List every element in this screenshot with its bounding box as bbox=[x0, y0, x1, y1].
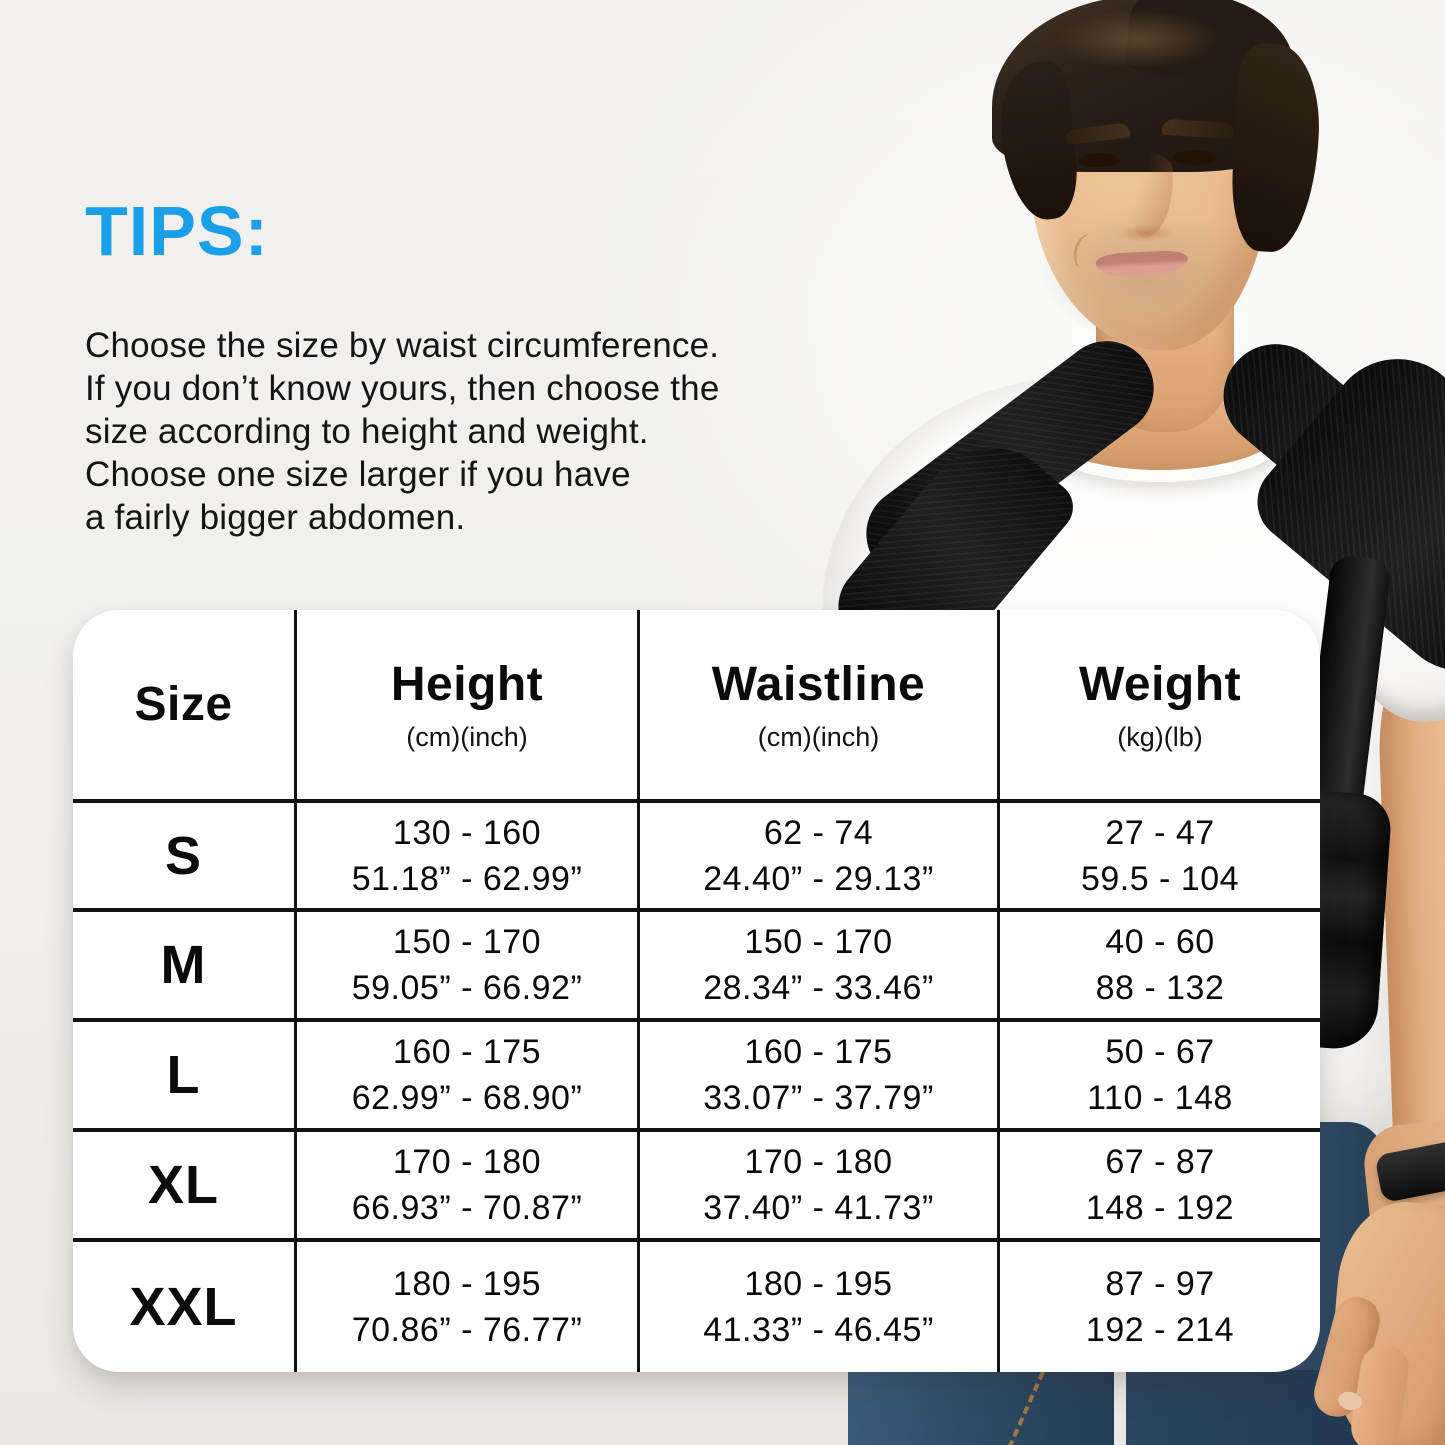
height-inch: 66.93” - 70.87” bbox=[351, 1189, 583, 1227]
model-right-eye bbox=[1172, 150, 1216, 165]
waist-inch: 41.33” - 46.45” bbox=[703, 1311, 934, 1349]
size-cell-xxl: XXL bbox=[73, 1242, 297, 1372]
height-cm: 150 - 170 bbox=[392, 923, 542, 961]
weight-kg: 67 - 87 bbox=[1105, 1143, 1215, 1181]
waist-inch: 24.40” - 29.13” bbox=[703, 859, 934, 898]
weight-cell-l: 50 - 67 110 - 148 bbox=[1000, 1022, 1320, 1132]
weight-lb: 59.5 - 104 bbox=[1080, 859, 1240, 898]
tips-section: TIPS: Choose the size by waist circumfer… bbox=[85, 196, 905, 539]
size-cell-m: M bbox=[73, 912, 297, 1022]
height-inch: 62.99” - 68.90” bbox=[351, 1079, 583, 1117]
weight-kg: 27 - 47 bbox=[1105, 813, 1215, 852]
model-nose-base-shadow bbox=[1116, 224, 1174, 242]
waist-inch: 37.40” - 41.73” bbox=[703, 1189, 934, 1227]
waistline-cell-xxl: 180 - 195 41.33” - 46.45” bbox=[640, 1242, 1000, 1372]
tips-body-text: Choose the size by waist circumference. … bbox=[85, 326, 720, 537]
size-cell-xl: XL bbox=[73, 1132, 297, 1242]
column-header-size: Size bbox=[73, 610, 297, 803]
weight-kg: 87 - 97 bbox=[1105, 1265, 1215, 1303]
weight-cell-m: 40 - 60 88 - 132 bbox=[1000, 912, 1320, 1022]
column-header-weight: Weight (kg)(lb) bbox=[1000, 610, 1320, 803]
waistline-cell-m: 150 - 170 28.34” - 33.46” bbox=[640, 912, 1000, 1022]
height-inch: 51.18” - 62.99” bbox=[351, 859, 583, 898]
tips-heading: TIPS: bbox=[85, 192, 269, 270]
waist-cm: 160 - 175 bbox=[744, 1033, 893, 1071]
weight-cell-s: 27 - 47 59.5 - 104 bbox=[1000, 803, 1320, 912]
waist-cm: 62 - 74 bbox=[763, 813, 874, 852]
height-inch: 70.86” - 76.77” bbox=[351, 1311, 583, 1349]
column-unit: (cm)(inch) bbox=[406, 721, 528, 752]
height-cell-l: 160 - 175 62.99” - 68.90” bbox=[297, 1022, 640, 1132]
column-label: Size bbox=[134, 678, 233, 731]
waistline-cell-xl: 170 - 180 37.40” - 41.73” bbox=[640, 1132, 1000, 1242]
waist-inch: 28.34” - 33.46” bbox=[703, 969, 934, 1007]
model-hair-right-side bbox=[1228, 41, 1324, 255]
size-cell-s: S bbox=[73, 803, 297, 912]
weight-lb: 88 - 132 bbox=[1095, 969, 1225, 1007]
height-cm: 130 - 160 bbox=[392, 813, 542, 852]
weight-lb: 192 - 214 bbox=[1085, 1311, 1235, 1349]
weight-cell-xl: 67 - 87 148 - 192 bbox=[1000, 1132, 1320, 1242]
column-unit: (cm)(inch) bbox=[757, 721, 880, 752]
height-cell-m: 150 - 170 59.05” - 66.92” bbox=[297, 912, 640, 1022]
model-left-eye bbox=[1078, 153, 1120, 167]
weight-cell-xxl: 87 - 97 192 - 214 bbox=[1000, 1242, 1320, 1372]
weight-lb: 110 - 148 bbox=[1087, 1079, 1233, 1117]
model-hair-highlight bbox=[1058, 10, 1218, 68]
waist-cm: 170 - 180 bbox=[744, 1143, 893, 1181]
column-header-waistline: Waistline (cm)(inch) bbox=[640, 610, 1000, 803]
height-cell-s: 130 - 160 51.18” - 62.99” bbox=[297, 803, 640, 912]
column-unit: (kg)(lb) bbox=[1117, 721, 1203, 752]
size-label: M bbox=[160, 935, 207, 995]
column-header-height: Height (cm)(inch) bbox=[297, 610, 640, 803]
waist-inch: 33.07” - 37.79” bbox=[703, 1079, 934, 1117]
size-label: XXL bbox=[129, 1277, 238, 1337]
height-cm: 160 - 175 bbox=[392, 1033, 542, 1071]
waistline-cell-l: 160 - 175 33.07” - 37.79” bbox=[640, 1022, 1000, 1132]
size-label: L bbox=[166, 1045, 201, 1105]
size-label: XL bbox=[147, 1155, 219, 1215]
size-cell-l: L bbox=[73, 1022, 297, 1132]
size-chart-table: Size Height (cm)(inch) Waistline (cm)(in… bbox=[73, 610, 1320, 1372]
waistline-cell-s: 62 - 74 24.40” - 29.13” bbox=[640, 803, 1000, 912]
waist-cm: 180 - 195 bbox=[744, 1265, 893, 1303]
height-cm: 180 - 195 bbox=[392, 1265, 542, 1303]
weight-kg: 40 - 60 bbox=[1105, 923, 1215, 961]
height-cm: 170 - 180 bbox=[392, 1143, 542, 1181]
column-label: Weight bbox=[1078, 657, 1242, 711]
height-cell-xl: 170 - 180 66.93” - 70.87” bbox=[297, 1132, 640, 1242]
column-label: Waistline bbox=[711, 657, 926, 711]
waist-cm: 150 - 170 bbox=[744, 923, 893, 961]
height-inch: 59.05” - 66.92” bbox=[351, 969, 583, 1007]
size-label: S bbox=[164, 825, 203, 886]
height-cell-xxl: 180 - 195 70.86” - 76.77” bbox=[297, 1242, 640, 1372]
weight-kg: 50 - 67 bbox=[1105, 1033, 1215, 1071]
model-jeans-left-leg bbox=[848, 1366, 1114, 1445]
column-label: Height bbox=[390, 657, 544, 711]
weight-lb: 148 - 192 bbox=[1085, 1189, 1235, 1227]
